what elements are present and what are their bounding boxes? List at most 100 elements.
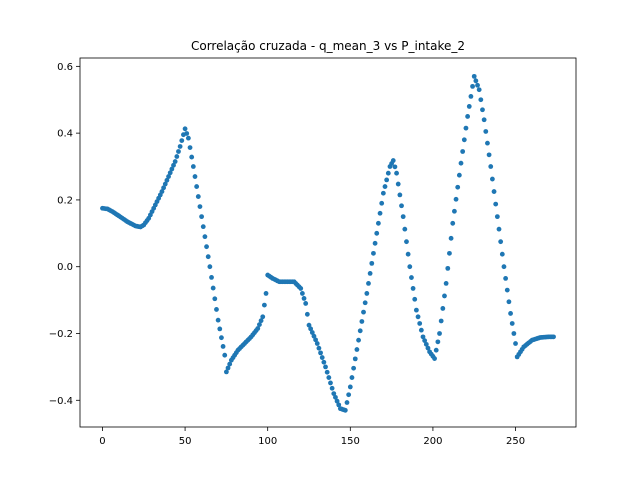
data-point	[169, 166, 175, 172]
data-point	[220, 344, 226, 349]
data-point	[174, 154, 180, 159]
data-point	[418, 327, 424, 333]
data-point	[306, 322, 312, 328]
data-point	[384, 177, 390, 183]
data-point	[372, 240, 378, 246]
data-point	[452, 208, 457, 214]
x-tick-label: 200	[423, 436, 442, 447]
data-point	[260, 314, 266, 320]
y-tick-label: 0.4	[57, 129, 73, 140]
data-point	[473, 78, 479, 84]
data-point	[190, 164, 196, 169]
data-point	[324, 369, 330, 375]
data-point	[354, 347, 360, 352]
data-point	[402, 226, 408, 232]
data-point	[167, 170, 173, 176]
data-point	[476, 87, 482, 93]
data-point	[438, 318, 444, 324]
data-point	[511, 331, 517, 336]
data-point	[400, 214, 406, 220]
data-point	[504, 287, 510, 293]
data-point	[321, 359, 327, 365]
data-point	[367, 270, 373, 276]
chart-title: Correlação cruzada - q_mean_3 vs P_intak…	[191, 39, 465, 53]
data-point	[195, 194, 201, 199]
data-point	[478, 97, 484, 103]
data-point	[298, 286, 304, 291]
data-point	[342, 407, 348, 413]
data-point	[351, 365, 357, 371]
data-point	[442, 293, 447, 299]
data-point	[374, 230, 380, 236]
data-point	[483, 129, 489, 134]
data-point	[346, 392, 352, 398]
data-point	[470, 83, 475, 89]
data-point	[471, 73, 477, 79]
data-point	[189, 154, 195, 160]
data-point	[551, 334, 556, 340]
data-point	[422, 338, 428, 343]
data-point	[347, 384, 353, 390]
data-point	[328, 380, 333, 386]
y-axis-ticks: −0.4 −0.2 0.0 0.2 0.4 0.6	[49, 62, 80, 407]
data-point	[326, 375, 332, 380]
data-point	[329, 385, 335, 391]
data-point	[257, 322, 262, 327]
y-tick-label: 0.0	[57, 262, 73, 273]
x-tick-label: 50	[179, 436, 192, 447]
data-point	[486, 152, 492, 158]
data-points	[100, 73, 556, 413]
data-point	[184, 131, 190, 136]
data-point	[455, 184, 461, 190]
y-tick-label: 0.6	[57, 62, 73, 73]
data-point	[475, 82, 480, 88]
data-point	[435, 339, 441, 345]
data-point	[420, 334, 426, 340]
data-point	[161, 185, 167, 191]
data-point	[399, 203, 404, 209]
data-point	[468, 94, 474, 99]
data-point	[501, 264, 507, 270]
data-point	[380, 190, 386, 196]
y-tick-label: −0.4	[49, 396, 73, 407]
data-point	[503, 276, 509, 281]
data-point	[215, 317, 221, 323]
data-point	[366, 281, 371, 286]
data-point	[385, 170, 391, 176]
data-point	[425, 345, 431, 351]
data-point	[334, 398, 340, 404]
data-point	[187, 145, 193, 151]
data-point	[222, 352, 228, 358]
data-point	[301, 296, 307, 301]
data-point	[362, 300, 368, 306]
data-point	[463, 125, 469, 131]
data-point	[331, 391, 337, 397]
data-point	[413, 307, 419, 313]
data-point	[214, 307, 219, 312]
x-tick-label: 100	[258, 436, 277, 447]
data-point	[177, 144, 183, 149]
data-point	[359, 319, 365, 324]
data-point	[357, 328, 363, 334]
data-point	[465, 114, 471, 119]
data-point	[171, 162, 176, 168]
data-point	[415, 314, 421, 320]
data-point	[453, 196, 459, 202]
data-point	[159, 189, 165, 194]
data-point	[407, 264, 413, 270]
data-point	[404, 239, 409, 245]
data-point	[445, 265, 451, 271]
data-point	[466, 104, 472, 109]
data-point	[162, 181, 168, 187]
data-point	[369, 260, 375, 266]
data-point	[336, 402, 342, 408]
y-tick-label: 0.2	[57, 195, 73, 206]
data-point	[450, 220, 456, 226]
data-point	[179, 138, 185, 143]
data-point	[217, 326, 223, 332]
data-point	[166, 174, 171, 179]
data-point	[212, 296, 218, 302]
data-point	[493, 201, 499, 207]
data-point	[185, 135, 191, 141]
